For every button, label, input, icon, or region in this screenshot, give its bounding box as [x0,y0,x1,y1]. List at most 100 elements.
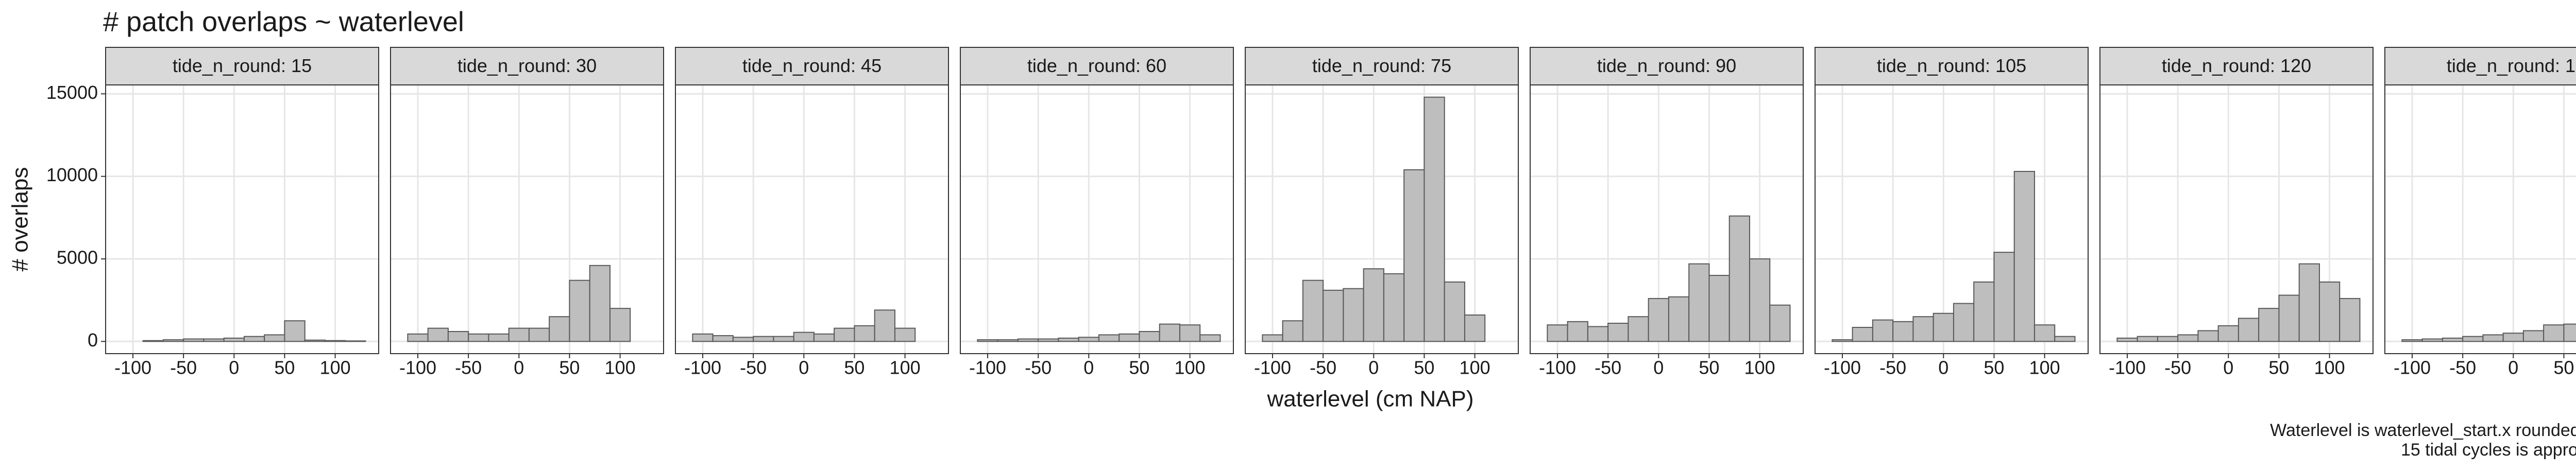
strip-label: tide_n_round: 105 [1877,55,2026,76]
strip-label: tide_n_round: 75 [1312,55,1451,76]
bar [549,316,570,342]
x-tick-label: -100 [1824,357,1861,378]
x-tick-label: 50 [2268,357,2289,378]
bar [2442,337,2464,342]
bar [2563,323,2576,342]
x-tick-label: 100 [1744,357,1775,378]
bar [1159,323,1180,342]
bar [2339,298,2361,342]
x-tick-label: -50 [2164,357,2191,378]
bar [834,327,855,342]
panel-border [1815,84,2089,354]
bar [1872,319,1894,342]
bar [1953,303,1975,342]
bar [223,337,245,342]
panel-border [675,84,949,354]
bar [1993,252,2015,342]
bar [2462,336,2484,342]
x-tick-label: -100 [2109,357,2146,378]
x-tick-label: 0 [514,357,524,378]
bar [1769,304,1791,342]
panel [675,85,948,354]
bar [732,337,754,342]
bar [2502,333,2524,342]
y-axis-label: # overlaps [8,167,33,271]
x-tick-label: 100 [2029,357,2060,378]
bar [977,339,998,342]
bar [2258,308,2280,342]
bar [2197,330,2219,342]
bar [1628,316,1649,342]
bar [2054,336,2076,342]
panel [106,85,379,354]
bar [2177,334,2199,342]
bar [1363,268,1384,342]
y-tick-label: 10000 [46,164,98,185]
bar [1038,338,1059,342]
bar [488,333,510,342]
bar [142,340,164,342]
bar [1547,324,1568,342]
bar [813,333,835,342]
bar [2157,336,2179,342]
strip-label: tide_n_round: 30 [457,55,597,76]
bar [2116,337,2138,342]
x-tick-label: 0 [2508,357,2518,378]
panel-border [960,84,1234,354]
strip [1245,47,1519,85]
bar [2318,281,2341,342]
bar [427,327,449,342]
bar [1058,337,1079,342]
bar [1323,289,1344,342]
y-tick-label: 15000 [46,82,98,103]
x-tick-label: -100 [1539,357,1576,378]
panel-border [2099,84,2374,354]
bar [2298,263,2320,342]
y-tick-label: 0 [88,329,98,351]
x-tick-label: -50 [455,357,482,378]
x-tick-label: 0 [229,357,239,378]
bar [2013,171,2035,342]
bar [2238,318,2260,342]
bar [2137,336,2158,342]
x-tick-label: 0 [1083,357,1094,378]
bar [1912,316,1934,342]
x-tick-label: 100 [605,357,636,378]
bar [793,332,815,342]
strip [1530,47,1804,85]
strip-label: tide_n_round: 15 [173,55,312,76]
bar [2482,334,2504,342]
caption-line: Waterlevel is waterlevel_start.x rounded… [2270,421,2576,440]
strip-label: tide_n_round: 60 [1027,55,1166,76]
x-tick-label: -100 [1254,357,1291,378]
strip [105,47,379,85]
panel [960,85,1233,354]
bar [1199,334,1221,342]
x-tick-label: 0 [799,357,809,378]
bar [854,325,875,342]
x-tick-label: -50 [1595,357,1621,378]
bar [1098,334,1120,342]
x-tick-label: -50 [740,357,767,378]
x-tick-label: 100 [1460,357,1490,378]
bar [753,336,774,342]
bar [2217,325,2239,342]
bar [589,265,611,342]
bar [1832,339,1853,342]
bar [1282,320,1303,342]
bar [609,308,631,342]
strip-label: tide_n_round: 90 [1597,55,1736,76]
bar [1587,326,1609,342]
bar [2033,324,2056,342]
x-tick-label: 0 [2223,357,2233,378]
panel-border [1245,84,1519,354]
bar [1668,296,1690,342]
bar [1973,281,1995,342]
bar [874,309,895,342]
bar [894,327,916,342]
bar [1648,298,1669,342]
bar [447,331,469,342]
caption-line: 15 tidal cycles is approx. 1 week. [2401,440,2576,460]
x-axis-label: waterlevel (cm NAP) [1267,387,1474,412]
